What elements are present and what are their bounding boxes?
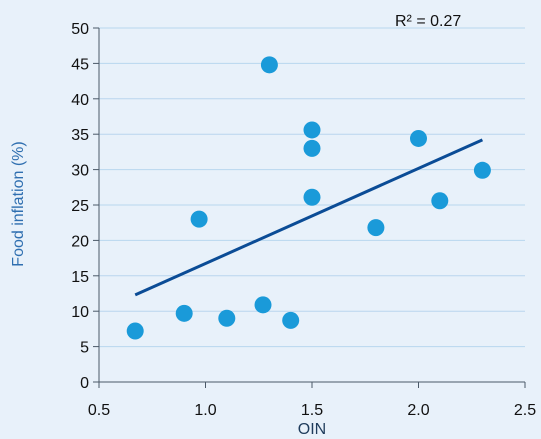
data-point [260,56,278,74]
trendline [134,138,484,297]
y-tick-label: 5 [80,340,89,357]
trendline-group [134,138,484,297]
gridlines [99,27,525,348]
data-point [431,192,449,210]
y-tick-label: 20 [71,233,89,250]
y-axis-title: Food inflation (%) [10,141,27,266]
data-point [367,219,385,237]
data-point [473,161,491,179]
data-points [126,56,491,340]
data-point [410,129,427,147]
y-tick-label: 35 [71,127,89,144]
data-point [282,311,300,329]
y-tick-label: 50 [71,21,89,38]
y-tick-label: 30 [71,163,89,180]
x-tick-label: 1.5 [301,402,323,419]
data-point [254,296,272,314]
data-point [190,210,208,228]
x-tick-label: 2.0 [407,402,429,419]
x-tick-label: 1.0 [194,402,216,419]
y-tick-label: 45 [71,56,89,73]
x-tick-label: 2.5 [514,402,536,419]
y-tick-label: 25 [71,198,89,215]
y-tick-label: 10 [71,304,89,321]
x-tick-labels: 0.5 1.0 1.5 2.0 2.5 [88,402,536,419]
data-point [303,121,321,139]
data-point [303,188,321,206]
x-tick-label: 0.5 [88,402,110,419]
x-axis-title: OIN [298,421,326,438]
r-squared-annotation: R² = 0.27 [395,13,461,30]
data-point [126,322,144,340]
y-tick-label: 40 [71,92,89,109]
y-tick-labels: 0 5 10 15 20 25 30 35 40 45 50 [71,21,89,392]
axes [93,27,526,388]
y-tick-label: 0 [80,375,89,392]
data-point [218,309,236,327]
data-point [303,139,321,157]
y-tick-label: 15 [71,269,89,286]
data-point [175,304,193,322]
